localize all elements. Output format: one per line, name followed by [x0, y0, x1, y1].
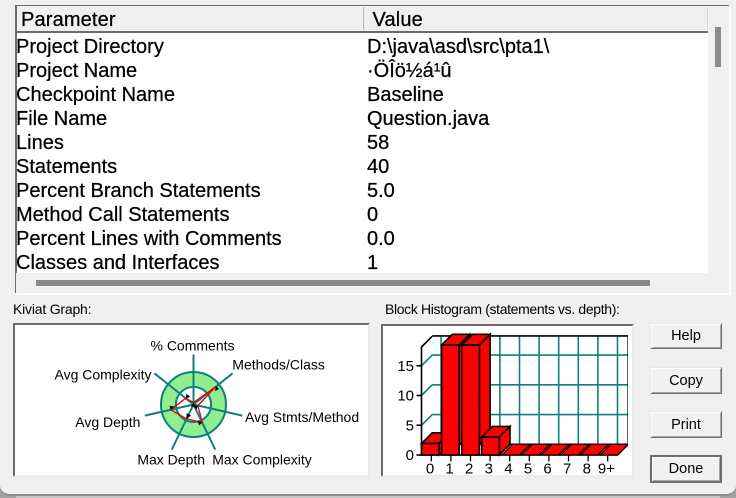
svg-text:Avg Stmts/Method: Avg Stmts/Method	[245, 409, 359, 425]
svg-text:% Comments: % Comments	[150, 338, 234, 354]
svg-text:4: 4	[504, 461, 512, 477]
svg-text:5: 5	[524, 461, 532, 477]
svg-text:9+: 9+	[598, 461, 615, 477]
svg-text:5: 5	[406, 417, 414, 434]
svg-text:0: 0	[426, 461, 434, 477]
svg-text:7: 7	[563, 461, 571, 477]
svg-text:10: 10	[397, 388, 414, 405]
svg-text:Avg Depth: Avg Depth	[75, 414, 140, 430]
svg-text:2: 2	[465, 461, 473, 477]
svg-text:8: 8	[583, 461, 591, 477]
svg-text:15: 15	[397, 358, 414, 375]
svg-text:6: 6	[543, 461, 551, 477]
svg-text:Max Depth: Max Depth	[137, 452, 205, 468]
svg-text:1: 1	[445, 461, 453, 477]
svg-text:Max Complexity: Max Complexity	[212, 452, 312, 468]
svg-text:3: 3	[485, 461, 493, 477]
svg-text:Methods/Class: Methods/Class	[232, 357, 325, 373]
svg-text:Avg Complexity: Avg Complexity	[54, 367, 151, 383]
svg-text:0: 0	[406, 447, 414, 464]
